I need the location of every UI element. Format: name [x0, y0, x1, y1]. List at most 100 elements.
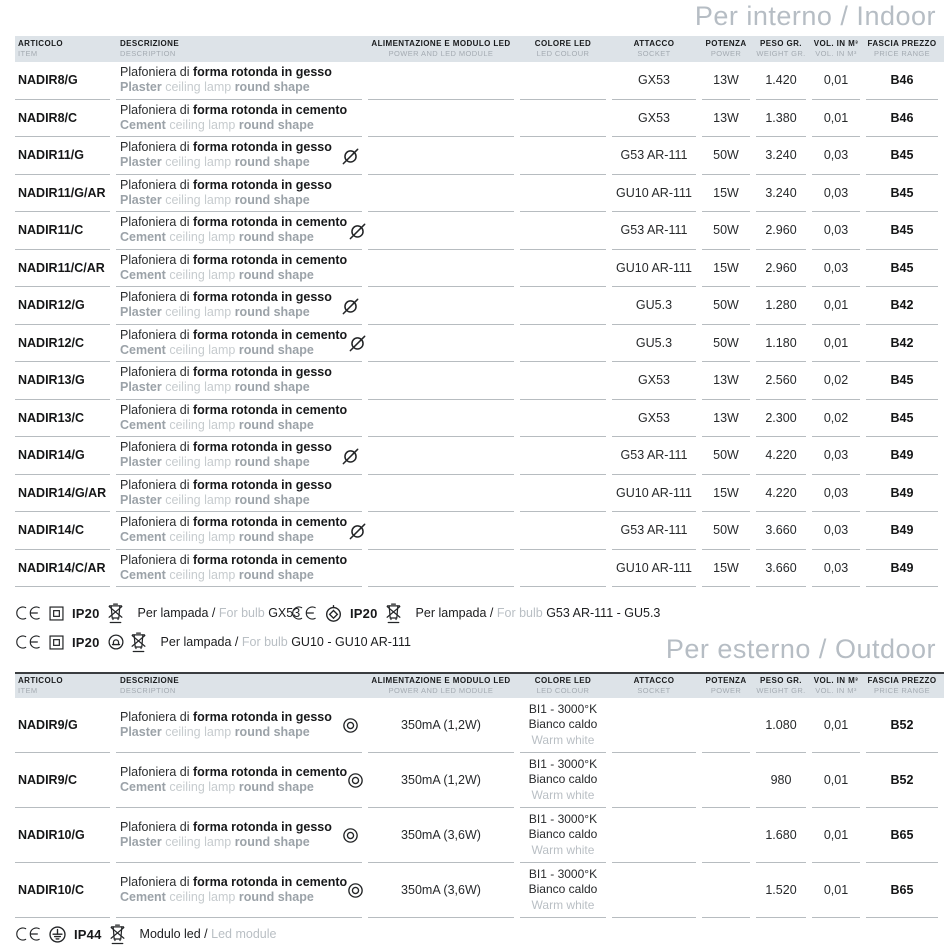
- product-description: Plafoniera di forma rotonda in gesso Plas…: [116, 437, 362, 475]
- description-english: Cement ceiling lamp round shape: [120, 567, 314, 582]
- no-bulb-icon: [340, 295, 361, 316]
- wattage: [702, 753, 750, 808]
- column-header: POTENZA POWER: [705, 675, 747, 696]
- description-english: Cement ceiling lamp round shape: [120, 117, 314, 132]
- power-led-module: [368, 400, 514, 437]
- description-italian: Plafoniera di forma rotonda in gesso: [120, 177, 332, 192]
- price-range: B49: [866, 437, 938, 475]
- note-text: Modulo led / Led module: [139, 927, 277, 941]
- price-range: B46: [866, 62, 938, 100]
- ce-mark-icon: [15, 634, 42, 650]
- description-italian: Plafoniera di forma rotonda in gesso: [120, 140, 332, 154]
- description-italian: Plafoniera di forma rotonda in gesso: [120, 440, 332, 454]
- weight-grams: 980: [756, 753, 806, 808]
- description-english: Cement ceiling lamp round shape: [120, 417, 314, 432]
- column-header: FASCIA PREZZO PRICE RANGE: [867, 38, 937, 59]
- wattage: 13W: [702, 400, 750, 437]
- weight-grams: 2.960: [756, 212, 806, 250]
- description-italian: Plafoniera di forma rotonda in gesso: [120, 65, 332, 79]
- socket: GX53: [612, 100, 696, 137]
- description-english: Plaster ceiling lamp round shape: [120, 155, 310, 170]
- description-english: Plaster ceiling lamp round shape: [120, 455, 310, 470]
- weight-grams: 3.660: [756, 550, 806, 587]
- description-italian: Plafoniera di forma rotonda in cemento: [120, 764, 348, 779]
- column-header: ALIMENTAZIONE E MODULO LED POWER AND LED …: [371, 675, 511, 696]
- led-colour: [520, 325, 606, 362]
- description-italian: Plafoniera di forma rotonda in cemento: [120, 402, 348, 417]
- column-header: FASCIA PREZZO PRICE RANGE: [867, 675, 937, 696]
- volume-m3: 0,03: [812, 475, 860, 512]
- volume-m3: 0,03: [812, 175, 860, 212]
- led-module-icon: [342, 827, 359, 844]
- description-italian: Plafoniera di forma rotonda in cemento: [120, 874, 348, 889]
- weee-bin-icon: [110, 923, 125, 946]
- product-description: Plafoniera di forma rotonda in cemento Ce…: [116, 100, 362, 137]
- outdoor-table: ARTICOLO ITEM DESCRIZIONE DESCRIPTION ALIMEN…: [15, 672, 944, 918]
- volume-m3: 0,03: [812, 550, 860, 587]
- volume-m3: 0,01: [812, 863, 860, 918]
- outdoor-table-body: NADIR9/G Plafoniera di forma rotonda in g…: [15, 698, 944, 918]
- volume-m3: 0,01: [812, 287, 860, 325]
- article-code: NADIR10/G: [15, 808, 110, 863]
- wattage: 15W: [702, 175, 750, 212]
- wattage: [702, 808, 750, 863]
- product-description: Plafoniera di forma rotonda in cemento Ce…: [116, 512, 366, 550]
- wattage: 50W: [702, 212, 750, 250]
- led-module-icon: [347, 882, 364, 899]
- product-description: Plafoniera di forma rotonda in gesso Plas…: [116, 175, 362, 212]
- column-header: ARTICOLO ITEM: [18, 675, 63, 696]
- description-english: Plaster ceiling lamp round shape: [120, 192, 310, 207]
- wattage: 50W: [702, 437, 750, 475]
- weight-grams: 2.960: [756, 250, 806, 287]
- led-colour: [520, 475, 606, 512]
- power-led-module: 350mA (3,6W): [368, 863, 514, 918]
- description-italian: Plafoniera di forma rotonda in gesso: [120, 290, 332, 304]
- article-code: NADIR14/C/AR: [15, 550, 110, 587]
- description-italian: Plafoniera di forma rotonda in gesso: [120, 365, 332, 379]
- column-header: ATTACCO SOCKET: [633, 675, 675, 696]
- power-led-module: [368, 100, 514, 137]
- ip-rating: IP44: [74, 926, 102, 942]
- led-colour: BI1 - 3000°K Bianco caldo Warm white: [520, 808, 606, 863]
- price-range: B65: [866, 863, 938, 918]
- weight-grams: 4.220: [756, 437, 806, 475]
- table-row: NADIR12/C Plafoniera di forma rotonda in …: [15, 325, 944, 362]
- indoor-table: ARTICOLO ITEM DESCRIZIONE DESCRIPTION ALIMEN…: [15, 36, 944, 587]
- led-colour: [520, 62, 606, 100]
- product-description: Plafoniera di forma rotonda in gesso Plas…: [116, 698, 362, 753]
- volume-m3: 0,01: [812, 100, 860, 137]
- column-header: DESCRIZIONE DESCRIPTION: [120, 675, 180, 696]
- volume-m3: 0,01: [812, 808, 860, 863]
- wattage: 13W: [702, 62, 750, 100]
- volume-m3: 0,03: [812, 137, 860, 175]
- table-row: NADIR14/G/AR Plafoniera di forma rotonda …: [15, 475, 944, 512]
- product-description: Plafoniera di forma rotonda in gesso Plas…: [116, 287, 362, 325]
- socket: G53 AR-111: [612, 437, 696, 475]
- ce-mark-icon: [291, 605, 318, 621]
- outdoor-section-title: Per esterno / Outdoor: [665, 634, 936, 664]
- article-code: NADIR11/G: [15, 137, 110, 175]
- led-colour: [520, 100, 606, 137]
- table-row: NADIR8/C Plafoniera di forma rotonda in c…: [15, 100, 944, 137]
- led-colour: [520, 287, 606, 325]
- description-english: Plaster ceiling lamp round shape: [120, 380, 310, 395]
- volume-m3: 0,03: [812, 437, 860, 475]
- socket: G53 AR-111: [612, 137, 696, 175]
- wattage: 13W: [702, 100, 750, 137]
- led-colour: [520, 137, 606, 175]
- led-colour: [520, 250, 606, 287]
- weight-grams: 3.240: [756, 175, 806, 212]
- description-english: Plaster ceiling lamp round shape: [120, 305, 310, 320]
- led-colour: [520, 175, 606, 212]
- power-led-module: [368, 550, 514, 587]
- description-english: Cement ceiling lamp round shape: [120, 780, 314, 794]
- socket: G53 AR-111: [612, 212, 696, 250]
- led-module-icon: [342, 717, 359, 734]
- power-led-module: [368, 362, 514, 400]
- volume-m3: 0,02: [812, 400, 860, 437]
- power-led-module: [368, 137, 514, 175]
- table-row: NADIR13/C Plafoniera di forma rotonda in …: [15, 400, 944, 437]
- description-italian: Plafoniera di forma rotonda in cemento: [120, 252, 348, 267]
- price-range: B65: [866, 808, 938, 863]
- price-range: B52: [866, 698, 938, 753]
